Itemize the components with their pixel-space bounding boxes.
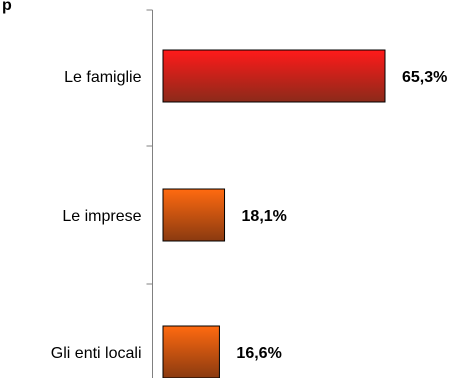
y-axis: [146, 9, 153, 378]
value-label: 65,3%: [402, 69, 447, 86]
category-label: Gli enti locali: [51, 345, 142, 362]
title-fragment: p: [2, 0, 12, 14]
value-label: 18,1%: [242, 208, 287, 225]
bar: [162, 325, 220, 378]
value-label: 16,6%: [236, 345, 281, 362]
category-label: Le imprese: [62, 208, 141, 225]
labels: Le famiglie 65,3% Le imprese 18,1% Gli enti …: [51, 69, 448, 362]
bar: [162, 188, 226, 242]
bars: [162, 49, 386, 378]
bar: [162, 49, 386, 103]
category-label: Le famiglie: [64, 69, 141, 86]
